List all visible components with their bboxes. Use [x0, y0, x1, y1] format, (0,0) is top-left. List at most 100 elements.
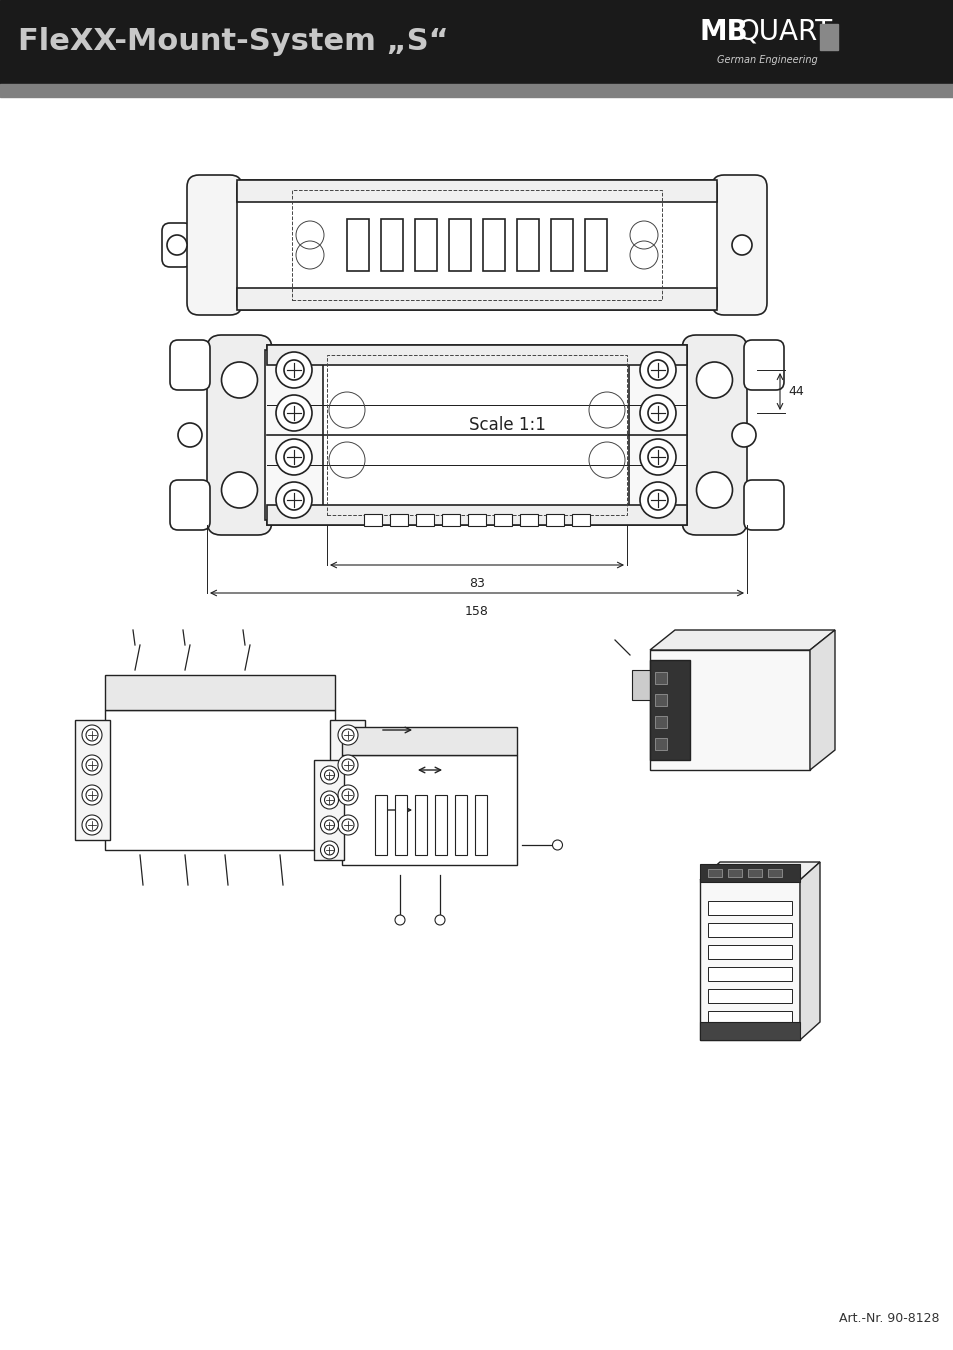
Bar	[519, 514, 537, 526]
FancyBboxPatch shape	[726, 223, 757, 267]
Bar	[700, 880, 800, 1040]
Bar	[707, 967, 791, 981]
Bar	[551, 219, 573, 271]
Circle shape	[647, 490, 667, 510]
Bar	[545, 514, 563, 526]
Circle shape	[324, 819, 335, 830]
Text: 158: 158	[464, 605, 489, 618]
Circle shape	[86, 759, 98, 771]
Bar	[649, 660, 689, 760]
Circle shape	[82, 725, 102, 745]
Bar	[75, 720, 110, 840]
Bar	[105, 710, 335, 850]
FancyBboxPatch shape	[743, 481, 783, 531]
Bar	[655, 672, 666, 684]
Bar	[314, 760, 344, 860]
Bar	[482, 219, 504, 271]
Circle shape	[82, 755, 102, 775]
Circle shape	[324, 845, 335, 855]
Bar	[767, 869, 781, 878]
Bar	[700, 864, 800, 882]
Circle shape	[647, 447, 667, 467]
Circle shape	[337, 815, 357, 836]
Bar	[649, 649, 809, 770]
Bar	[380, 219, 402, 271]
Bar	[517, 219, 538, 271]
Bar	[655, 694, 666, 706]
Bar	[707, 869, 721, 878]
Circle shape	[82, 815, 102, 836]
Circle shape	[337, 755, 357, 775]
FancyBboxPatch shape	[236, 180, 717, 310]
Circle shape	[167, 235, 187, 255]
Bar	[415, 795, 427, 855]
Bar	[0, 84, 953, 97]
Bar	[267, 505, 686, 525]
Circle shape	[221, 362, 257, 398]
Bar	[707, 923, 791, 937]
Circle shape	[639, 439, 676, 475]
Bar	[342, 755, 517, 865]
Bar	[330, 720, 365, 840]
Circle shape	[639, 482, 676, 518]
Circle shape	[639, 396, 676, 431]
Bar	[727, 869, 741, 878]
Bar	[655, 738, 666, 751]
Circle shape	[341, 819, 354, 832]
Circle shape	[552, 840, 562, 850]
Bar	[707, 900, 791, 915]
Bar	[441, 514, 459, 526]
Text: FleXX-Mount-System „S“: FleXX-Mount-System „S“	[18, 27, 448, 57]
Text: Art.-Nr. 90-8128: Art.-Nr. 90-8128	[839, 1312, 939, 1324]
Text: QUART: QUART	[738, 18, 832, 46]
FancyBboxPatch shape	[207, 335, 272, 535]
Bar	[327, 355, 626, 514]
Circle shape	[320, 791, 338, 809]
Circle shape	[86, 819, 98, 832]
Circle shape	[86, 788, 98, 801]
Bar	[747, 869, 761, 878]
Circle shape	[341, 788, 354, 801]
Bar	[475, 795, 486, 855]
Circle shape	[178, 423, 202, 447]
Circle shape	[647, 360, 667, 379]
Bar	[707, 945, 791, 958]
FancyBboxPatch shape	[162, 223, 192, 267]
Bar	[267, 346, 686, 365]
Bar	[631, 670, 651, 701]
Bar	[455, 795, 467, 855]
Circle shape	[284, 447, 304, 467]
Bar	[494, 514, 512, 526]
Bar	[267, 346, 686, 525]
FancyBboxPatch shape	[170, 481, 210, 531]
Bar	[347, 219, 369, 271]
Circle shape	[284, 404, 304, 423]
Circle shape	[320, 841, 338, 859]
Bar	[707, 990, 791, 1003]
FancyBboxPatch shape	[743, 340, 783, 390]
Bar	[572, 514, 589, 526]
Circle shape	[341, 729, 354, 741]
Bar	[415, 219, 436, 271]
Bar	[655, 716, 666, 728]
Circle shape	[284, 490, 304, 510]
Bar	[105, 675, 335, 710]
Circle shape	[275, 439, 312, 475]
Polygon shape	[700, 863, 820, 880]
Bar	[364, 514, 381, 526]
Circle shape	[731, 235, 751, 255]
Text: German Engineering: German Engineering	[717, 55, 817, 65]
Circle shape	[639, 352, 676, 387]
Bar	[342, 728, 517, 755]
Circle shape	[395, 915, 405, 925]
Circle shape	[275, 482, 312, 518]
Circle shape	[435, 915, 444, 925]
Bar	[390, 514, 408, 526]
Text: 83: 83	[469, 576, 484, 590]
Circle shape	[337, 725, 357, 745]
Text: MB: MB	[700, 18, 748, 46]
Bar	[820, 24, 837, 50]
Circle shape	[696, 362, 732, 398]
FancyBboxPatch shape	[711, 176, 766, 315]
Polygon shape	[800, 863, 820, 1040]
